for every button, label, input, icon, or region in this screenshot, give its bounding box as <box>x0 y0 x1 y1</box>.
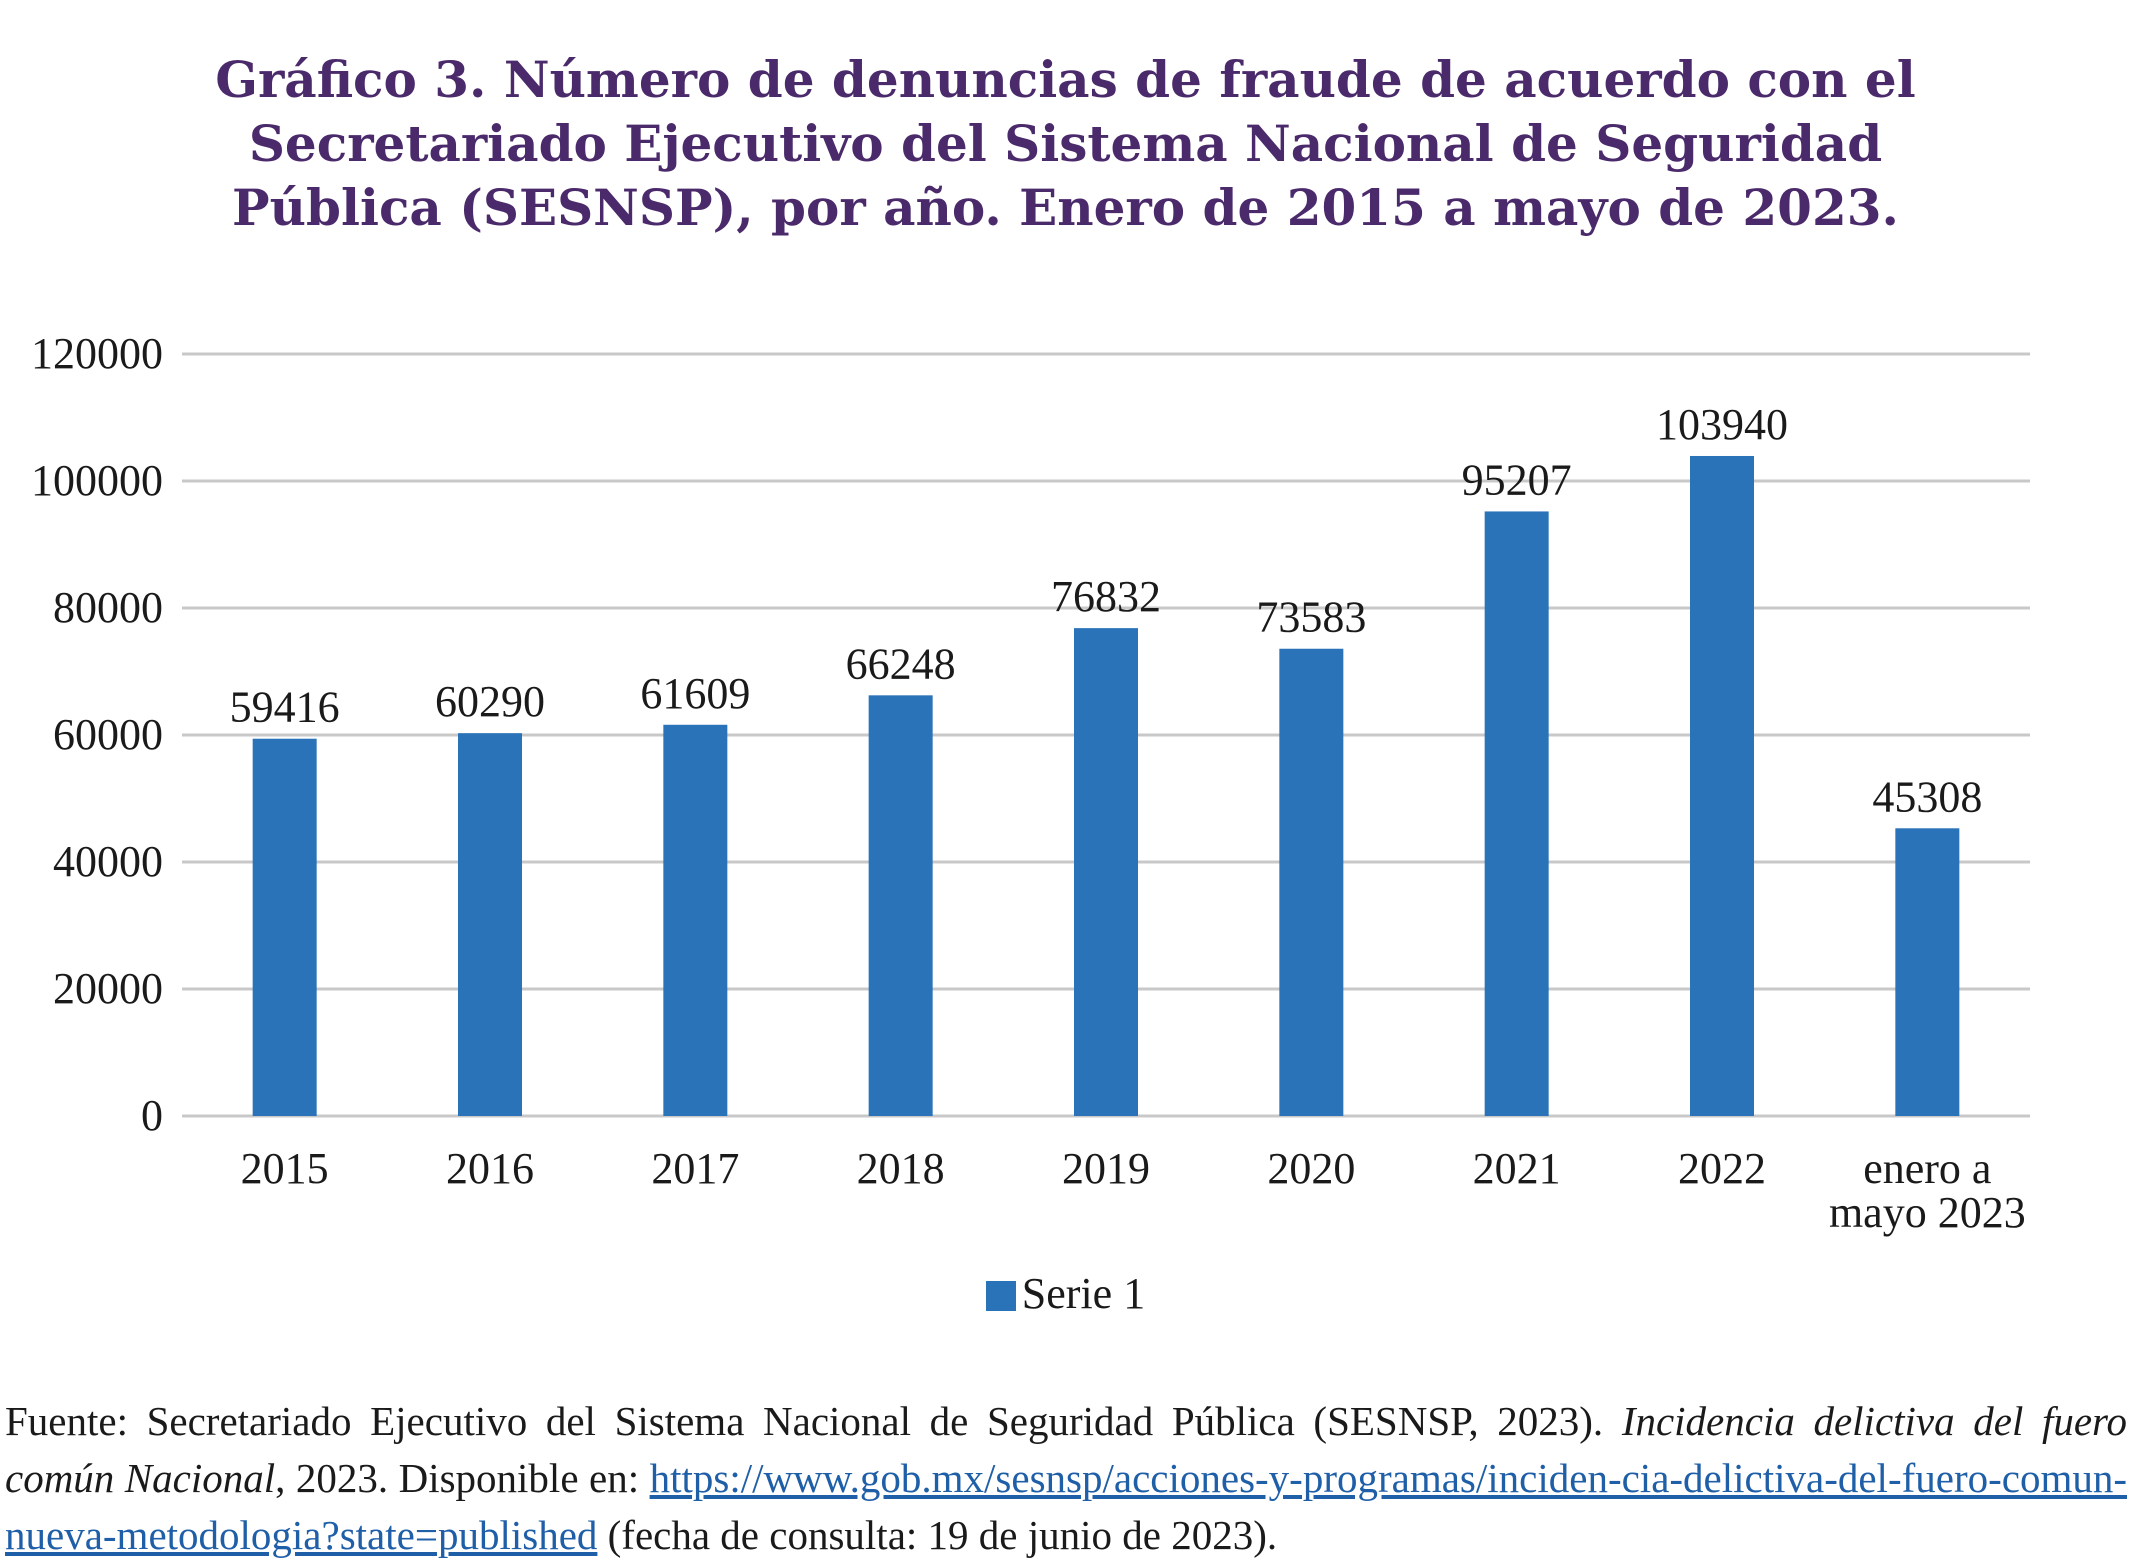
x-tick-label-line: 2015 <box>241 1144 329 1193</box>
data-label: 76832 <box>1051 572 1161 621</box>
x-tick-label: 2021 <box>1473 1144 1561 1193</box>
y-tick-label: 0 <box>141 1091 163 1140</box>
data-label: 60290 <box>435 677 545 726</box>
bar <box>1690 455 1754 1117</box>
y-tick-label: 20000 <box>53 964 163 1013</box>
x-tick-label-line: 2016 <box>446 1144 534 1193</box>
x-tick-label-line: 2022 <box>1678 1144 1766 1193</box>
bars <box>252 455 1960 1117</box>
bar <box>868 695 933 1116</box>
y-tick-label: 80000 <box>53 583 163 632</box>
y-tick-label: 100000 <box>31 456 163 505</box>
x-tick-label-line: 2018 <box>857 1144 945 1193</box>
bar-chart: 0 20000 40000 60000 80000 100000 120000 59416 6… <box>31 329 2030 1237</box>
y-tick-label: 120000 <box>31 329 163 378</box>
source-publication-title: Incidencia delictiva del fuero común Nac… <box>5 1398 2127 1501</box>
bar <box>1895 828 1960 1116</box>
bar <box>1484 511 1549 1116</box>
x-tick-label: 2018 <box>857 1144 945 1193</box>
source-middle: , 2023. Disponible en: <box>275 1455 650 1501</box>
bar <box>458 733 522 1116</box>
y-axis-ticks: 0 20000 40000 60000 80000 100000 120000 <box>31 329 163 1140</box>
bar <box>1279 648 1344 1116</box>
x-tick-label-line: 2021 <box>1473 1144 1561 1193</box>
bar <box>1074 628 1138 1116</box>
x-tick-label-line: mayo 2023 <box>1829 1188 2026 1237</box>
x-tick-label: 2022 <box>1678 1144 1766 1193</box>
data-label: 103940 <box>1656 400 1788 449</box>
data-labels: 59416 60290 61609 66248 76832 73583 95207 10394… <box>230 400 1983 821</box>
source-prefix: Fuente: Secretariado Ejecutivo del Siste… <box>5 1398 1622 1444</box>
chart-title-line-1: Gráfico 3. Número de denuncias de fraude… <box>215 50 1916 109</box>
data-label: 66248 <box>846 639 956 688</box>
legend-label: Serie 1 <box>1021 1269 1146 1318</box>
chart-title-line-2: Secretariado Ejecutivo del Sistema Nacio… <box>248 114 1883 173</box>
x-tick-label: 2016 <box>446 1144 534 1193</box>
bar <box>663 724 728 1116</box>
chart-title: Gráfico 3. Número de denuncias de fraude… <box>0 48 2131 240</box>
x-tick-label-line: 2020 <box>1267 1144 1355 1193</box>
x-tick-label-line: 2017 <box>651 1144 739 1193</box>
data-label: 61609 <box>640 669 750 718</box>
source-suffix: (fecha de consulta: 19 de junio de 2023)… <box>597 1512 1278 1558</box>
y-tick-label: 60000 <box>53 710 163 759</box>
data-label: 45308 <box>1872 772 1982 821</box>
x-tick-label: 2020 <box>1267 1144 1355 1193</box>
legend: Serie 1 <box>0 1268 2131 1319</box>
x-tick-label-line: 2019 <box>1062 1144 1150 1193</box>
source-link[interactable]: https://www.gob.mx/sesnsp/acciones-y-pro… <box>5 1455 2127 1558</box>
x-tick-label: 2015 <box>241 1144 329 1193</box>
bar <box>252 738 317 1116</box>
data-label: 73583 <box>1256 593 1366 642</box>
x-tick-label: 2017 <box>651 1144 739 1193</box>
x-tick-label-line: enero a <box>1863 1144 1991 1193</box>
data-label: 95207 <box>1462 455 1572 504</box>
x-tick-label: 2019 <box>1062 1144 1150 1193</box>
data-label: 59416 <box>230 683 340 732</box>
legend-swatch <box>985 1281 1016 1311</box>
x-tick-label: enero a mayo 2023 <box>1829 1144 2026 1237</box>
chart-title-line-3: Pública (SESNSP), por año. Enero de 2015… <box>232 178 1899 237</box>
source-note: Fuente: Secretariado Ejecutivo del Siste… <box>5 1393 2127 1564</box>
y-tick-label: 40000 <box>53 837 163 886</box>
